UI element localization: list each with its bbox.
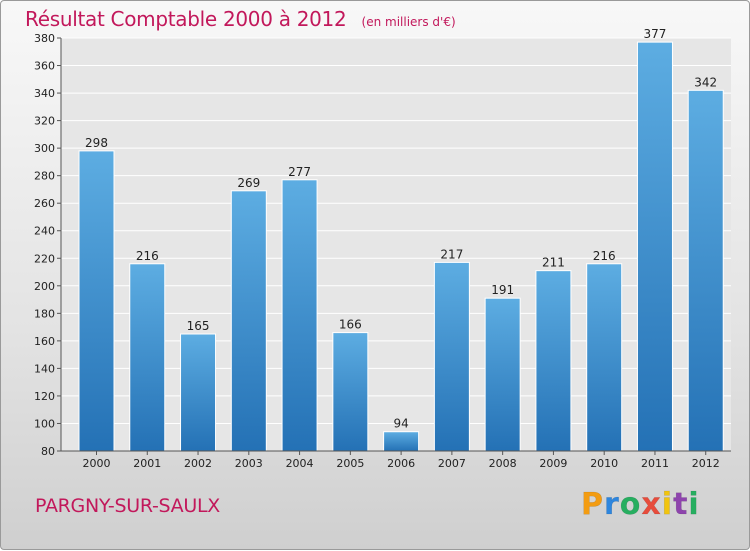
x-tick-label: 2010 <box>590 457 618 470</box>
bar-value-label: 269 <box>237 176 260 190</box>
bar-2002 <box>180 333 217 452</box>
bar-2011 <box>636 41 673 452</box>
bar-2012 <box>687 89 724 452</box>
y-tick-label: 340 <box>34 87 55 100</box>
bar-2001 <box>129 263 166 452</box>
bar-value-label: 342 <box>694 75 717 89</box>
bar-value-label: 211 <box>542 256 565 270</box>
bar-value-label: 166 <box>339 318 362 332</box>
logo-letter: t <box>673 487 689 523</box>
bar-2000 <box>78 150 115 452</box>
bar-2005 <box>332 332 369 452</box>
chart-title: Résultat Comptable 2000 à 2012 <box>25 7 347 31</box>
logo-letter: P <box>581 487 604 523</box>
logo-letter: i <box>661 487 674 523</box>
x-tick-label: 2006 <box>387 457 415 470</box>
y-tick-label: 360 <box>34 60 55 73</box>
bar-2009 <box>535 270 572 452</box>
x-tick-label: 2011 <box>641 457 669 470</box>
y-tick-label: 200 <box>34 280 55 293</box>
y-tick-label: 120 <box>34 390 55 403</box>
x-axis: 2000 2001 2002 2003 2004 2005 2006 2007 2008 2009… <box>61 450 731 470</box>
x-tick-label: 2012 <box>692 457 720 470</box>
bar-value-label: 165 <box>187 319 210 333</box>
y-tick-label: 260 <box>34 197 55 210</box>
logo-letter: x <box>641 487 662 523</box>
x-tick-label: 2002 <box>184 457 212 470</box>
proxiti-logo: Proxiti <box>581 487 700 523</box>
y-axis: 80 100 120 140 160 180 200 220 240 260 280 300 320 34… <box>34 32 62 458</box>
bar-2006 <box>383 431 420 452</box>
y-tick-label: 280 <box>34 170 55 183</box>
x-tick-label: 2008 <box>489 457 517 470</box>
y-tick-label: 380 <box>34 32 55 45</box>
x-tick-label: 2001 <box>133 457 161 470</box>
logo-letter: i <box>688 487 700 523</box>
y-tick-label: 240 <box>34 225 55 238</box>
bar-2004 <box>281 179 318 452</box>
y-tick-label: 100 <box>34 417 55 430</box>
logo-letter: r <box>604 487 620 523</box>
bar-2008 <box>484 297 521 452</box>
bar-value-label: 377 <box>644 27 667 41</box>
y-tick-label: 320 <box>34 115 55 128</box>
bar-value-label: 217 <box>440 247 463 261</box>
bar-2003 <box>230 190 267 452</box>
bar-value-label: 298 <box>85 136 108 150</box>
bars: 298 216 165 269 277 166 94 217 191 211 216 377 342 <box>78 27 724 452</box>
bar-value-label: 277 <box>288 165 311 179</box>
y-tick-label: 180 <box>34 307 55 320</box>
x-tick-label: 2000 <box>83 457 111 470</box>
y-tick-label: 80 <box>41 445 55 458</box>
bar-value-label: 191 <box>491 283 514 297</box>
y-tick-label: 160 <box>34 335 55 348</box>
chart-title-block: Résultat Comptable 2000 à 2012 (en milli… <box>25 7 456 31</box>
bar-2007 <box>433 261 470 452</box>
y-tick-label: 140 <box>34 362 55 375</box>
bar-value-label: 216 <box>593 249 616 263</box>
commune-name: PARGNY-SUR-SAULX <box>35 495 220 517</box>
x-tick-label: 2003 <box>235 457 263 470</box>
y-tick-label: 300 <box>34 142 55 155</box>
bar-2010 <box>586 263 623 452</box>
x-tick-label: 2005 <box>336 457 364 470</box>
logo-letter: o <box>619 487 642 523</box>
chart-subtitle: (en milliers d'€) <box>361 15 456 29</box>
x-tick-label: 2009 <box>539 457 567 470</box>
x-tick-label: 2004 <box>286 457 314 470</box>
bar-value-label: 216 <box>136 249 159 263</box>
y-tick-label: 220 <box>34 252 55 265</box>
bar-value-label: 94 <box>393 417 408 431</box>
x-tick-label: 2007 <box>438 457 466 470</box>
